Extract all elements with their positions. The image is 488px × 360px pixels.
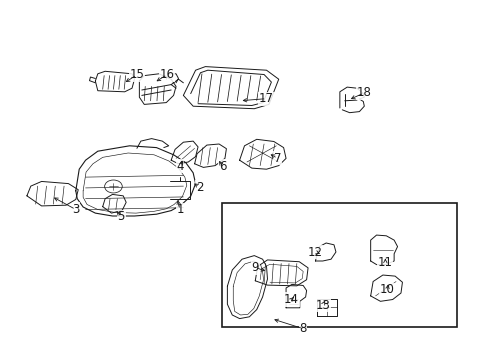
Text: 10: 10 [379, 283, 394, 296]
Bar [222, 203, 456, 327]
Text: 14: 14 [284, 293, 298, 306]
Text: 11: 11 [377, 256, 392, 269]
Text: 15: 15 [129, 68, 144, 81]
Text: 18: 18 [356, 86, 371, 99]
Text: 7: 7 [273, 152, 281, 165]
Text: 9: 9 [251, 261, 259, 274]
Text: 5: 5 [117, 210, 125, 223]
Text: 12: 12 [307, 246, 322, 258]
Text: 16: 16 [160, 68, 174, 81]
Text: 13: 13 [315, 299, 329, 312]
Text: 8: 8 [299, 322, 306, 335]
Text: 17: 17 [259, 92, 273, 105]
Text: 1: 1 [176, 203, 183, 216]
Text: 2: 2 [195, 181, 203, 194]
Text: 6: 6 [218, 160, 226, 173]
Text: 3: 3 [72, 203, 80, 216]
Text: 4: 4 [176, 160, 183, 173]
